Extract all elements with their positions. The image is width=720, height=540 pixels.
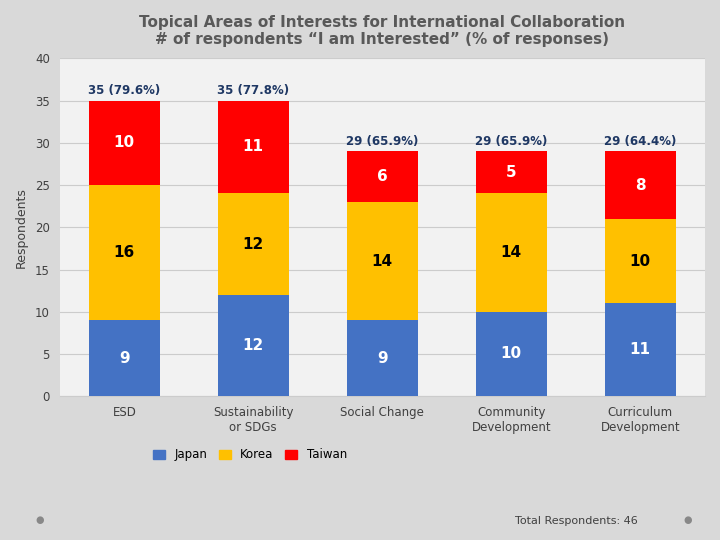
Text: 11: 11 — [630, 342, 651, 357]
Text: 9: 9 — [119, 350, 130, 366]
Text: 10: 10 — [629, 254, 651, 268]
Bar — [605, 219, 675, 303]
Title: Topical Areas of Interests for International Collaboration
# of respondents “I a: Topical Areas of Interests for Internati… — [139, 15, 626, 48]
Text: 6: 6 — [377, 169, 387, 184]
Text: 11: 11 — [243, 139, 264, 154]
Text: Total Respondents: 46: Total Respondents: 46 — [515, 516, 637, 526]
Bar — [476, 312, 546, 396]
Bar — [89, 100, 160, 185]
Text: 29 (65.9%): 29 (65.9%) — [475, 135, 547, 148]
Text: 29 (64.4%): 29 (64.4%) — [604, 135, 676, 148]
Text: ●: ● — [35, 515, 44, 525]
Bar — [476, 151, 546, 193]
Bar — [218, 295, 289, 396]
Text: 29 (65.9%): 29 (65.9%) — [346, 135, 418, 148]
Bar — [347, 320, 418, 396]
Text: 12: 12 — [243, 338, 264, 353]
Text: 10: 10 — [500, 347, 522, 361]
Legend: Japan, Korea, Taiwan: Japan, Korea, Taiwan — [149, 444, 351, 465]
Bar — [605, 303, 675, 396]
Bar — [218, 193, 289, 295]
Y-axis label: Respondents: Respondents — [15, 187, 28, 268]
Text: 5: 5 — [506, 165, 516, 180]
Text: 14: 14 — [372, 254, 393, 268]
Bar — [605, 151, 675, 219]
Bar — [347, 151, 418, 202]
Text: ●: ● — [683, 515, 692, 525]
Bar — [476, 193, 546, 312]
Text: 8: 8 — [635, 178, 646, 193]
Text: 14: 14 — [500, 245, 522, 260]
Text: 9: 9 — [377, 350, 387, 366]
Text: 12: 12 — [243, 237, 264, 252]
Bar — [89, 320, 160, 396]
Bar — [347, 202, 418, 320]
Text: 10: 10 — [114, 136, 135, 150]
Bar — [89, 185, 160, 320]
Text: 35 (79.6%): 35 (79.6%) — [89, 84, 161, 97]
Bar — [218, 100, 289, 193]
Text: 35 (77.8%): 35 (77.8%) — [217, 84, 289, 97]
Text: 16: 16 — [114, 245, 135, 260]
